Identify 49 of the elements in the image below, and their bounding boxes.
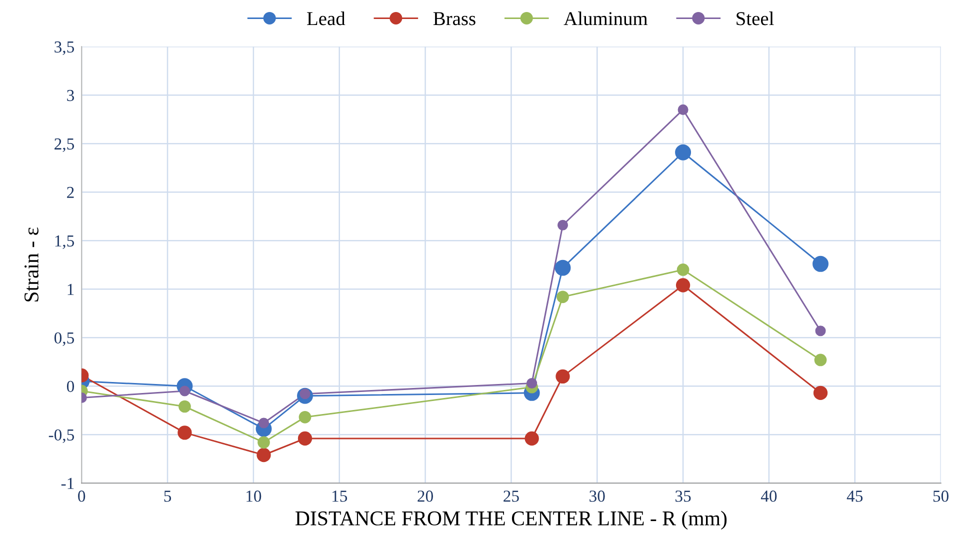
point bbox=[178, 426, 192, 440]
x-tick-label: 5 bbox=[164, 490, 172, 502]
x-tick-label: 15 bbox=[332, 490, 348, 502]
point bbox=[526, 378, 538, 388]
x-tick-label: 50 bbox=[933, 490, 948, 502]
point bbox=[258, 436, 270, 449]
point bbox=[814, 354, 827, 366]
y-tick-label: 3 bbox=[67, 90, 74, 102]
y-tick-label: 1 bbox=[68, 284, 74, 295]
y-tick-label: 3,5 bbox=[54, 41, 74, 56]
y-axis-title: Strain - ε bbox=[24, 228, 38, 302]
y-tick-label: -1 bbox=[61, 478, 74, 489]
x-tick-label: 45 bbox=[846, 490, 863, 502]
y-tick-label: 2 bbox=[67, 186, 74, 198]
point bbox=[179, 386, 190, 396]
point bbox=[298, 410, 312, 424]
x-axis-title: DISTANCE FROM THE CENTER LINE - R (mm) bbox=[296, 510, 727, 530]
y-tick-label: 0,5 bbox=[54, 332, 74, 346]
point bbox=[813, 386, 828, 400]
point bbox=[298, 431, 312, 446]
point bbox=[556, 290, 569, 304]
x-tick-label: 40 bbox=[760, 490, 777, 502]
point bbox=[676, 278, 690, 292]
point bbox=[676, 264, 690, 276]
y-tick-label: -0,5 bbox=[48, 429, 74, 443]
x-tick-label: 25 bbox=[504, 490, 519, 502]
x-tick-label: 35 bbox=[676, 490, 691, 502]
point bbox=[815, 326, 826, 336]
legend-label: Lead bbox=[307, 12, 346, 26]
y-tick-label: 1,5 bbox=[55, 235, 74, 249]
point bbox=[178, 400, 191, 413]
legend-label: Aluminum bbox=[564, 12, 648, 26]
legend-label: Steel bbox=[736, 12, 774, 26]
point bbox=[675, 144, 692, 160]
point bbox=[256, 448, 271, 462]
y-tick-label: 0 bbox=[66, 380, 74, 392]
point bbox=[554, 260, 571, 276]
y-tick-label: 2,5 bbox=[54, 138, 74, 152]
x-tick-label: 0 bbox=[78, 490, 86, 502]
point bbox=[557, 220, 568, 230]
x-tick-label: 10 bbox=[246, 490, 262, 502]
x-tick-label: 30 bbox=[590, 490, 605, 502]
x-tick-label: 20 bbox=[418, 490, 433, 502]
point bbox=[258, 418, 270, 428]
point bbox=[524, 431, 539, 446]
point bbox=[678, 104, 688, 115]
point bbox=[812, 256, 828, 272]
legend-label: Brass bbox=[433, 12, 476, 26]
point bbox=[556, 369, 570, 384]
